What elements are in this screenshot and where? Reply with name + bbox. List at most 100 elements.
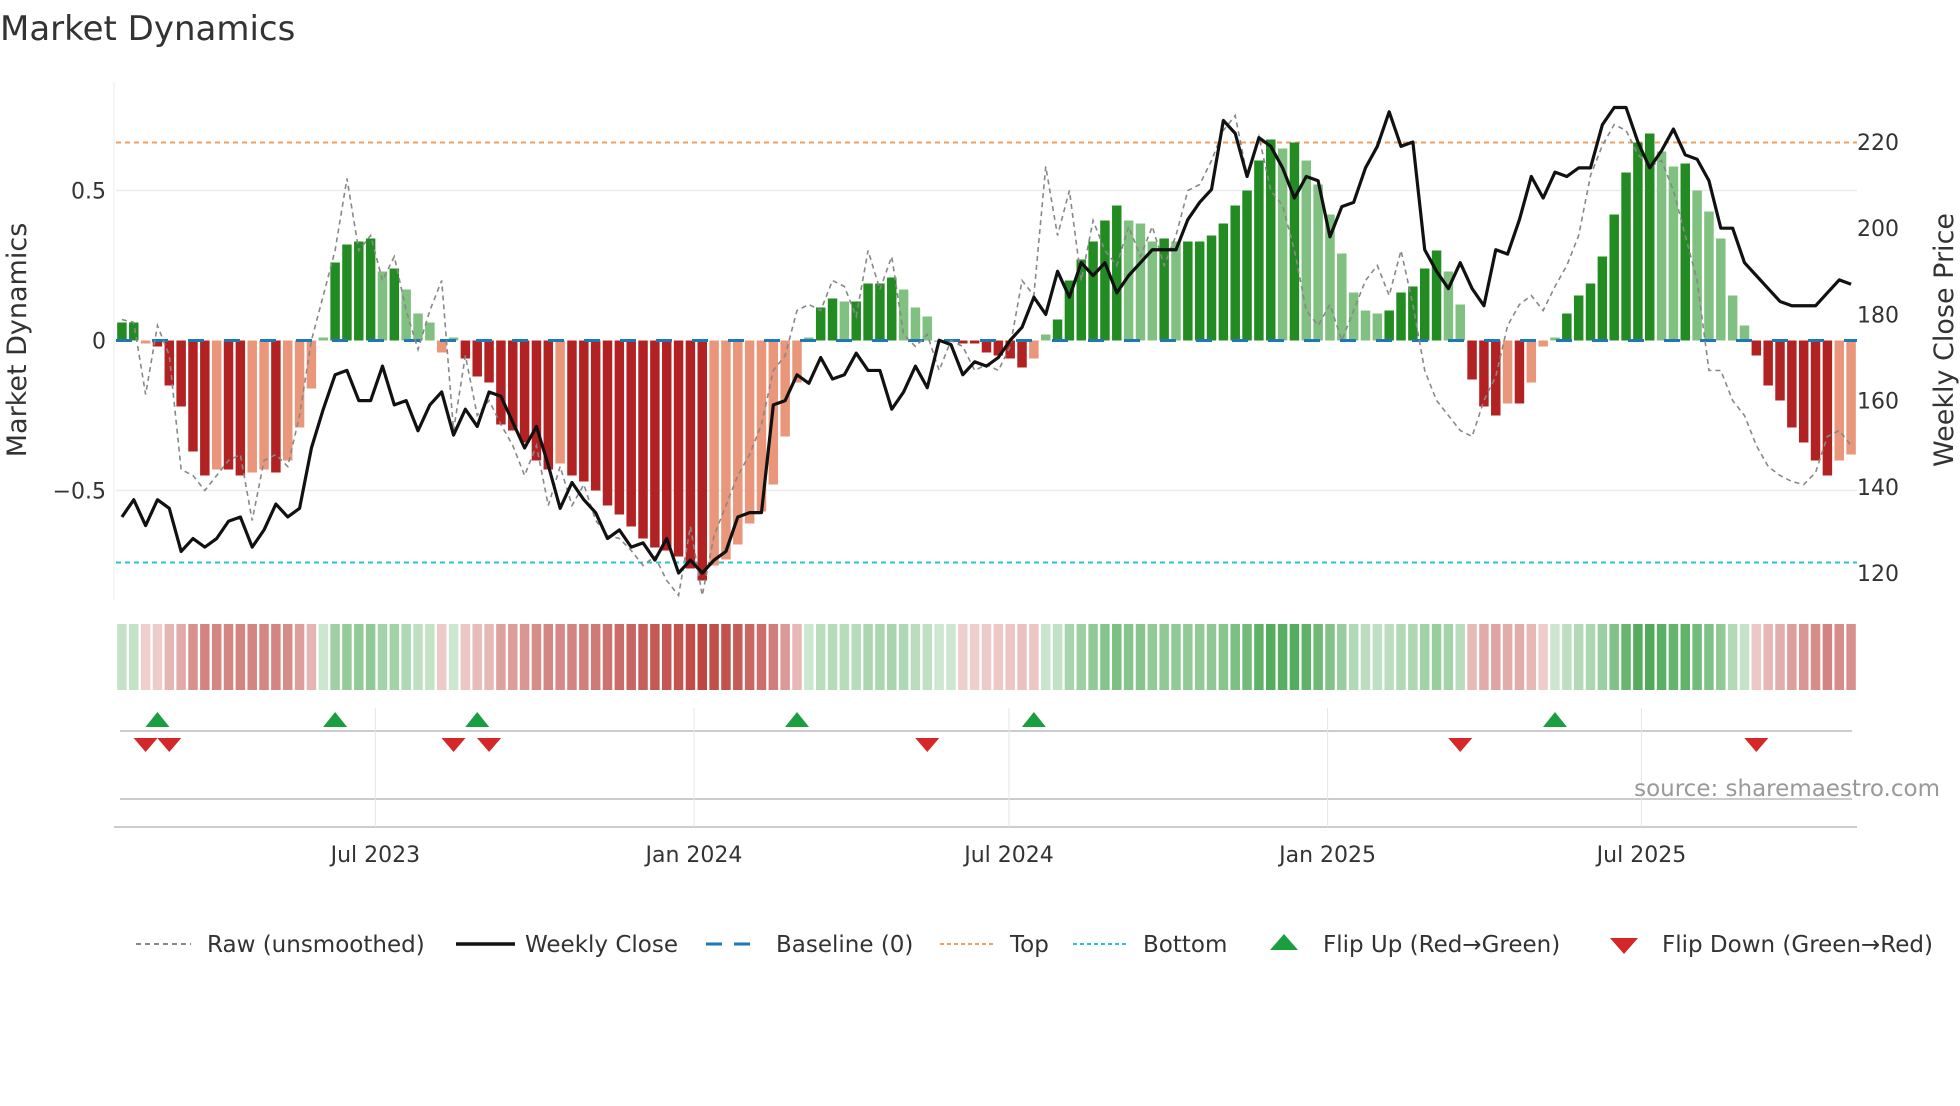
- momentum-bar: [1810, 340, 1821, 461]
- heat-cell: [1846, 624, 1856, 690]
- weekly-close-series: [120, 105, 1852, 575]
- momentum-bar: [235, 340, 246, 476]
- momentum-bar: [1763, 340, 1773, 386]
- x-tick-label: Jul 2023: [329, 843, 421, 868]
- heat-cell: [756, 624, 767, 690]
- heat-cell: [1775, 624, 1785, 690]
- momentum-bar: [1040, 334, 1051, 341]
- heat-cell: [709, 624, 719, 690]
- heat-cell: [946, 624, 956, 690]
- heat-cell: [271, 624, 281, 690]
- heat-cell: [129, 624, 139, 690]
- heat-cell: [1123, 624, 1134, 690]
- heat-cell: [1384, 624, 1394, 690]
- momentum-bar: [780, 340, 790, 437]
- heat-cell: [1763, 624, 1773, 690]
- heat-cell: [1183, 624, 1193, 690]
- momentum-bar: [188, 340, 198, 452]
- momentum-bar: [614, 340, 625, 515]
- heat-cell: [188, 624, 198, 690]
- momentum-bar: [638, 340, 648, 539]
- momentum-bar: [1064, 280, 1075, 341]
- heat-cell: [1254, 624, 1264, 690]
- momentum-bar: [567, 340, 577, 476]
- x-tick-label: Jan 2024: [644, 843, 743, 868]
- heat-cell: [1230, 624, 1240, 690]
- left-tick-label: 0: [92, 330, 106, 355]
- right-tick-label: 120: [1857, 562, 1899, 587]
- momentum-bar: [152, 340, 163, 347]
- x-tick-label: Jul 2024: [962, 843, 1054, 868]
- momentum-bar: [117, 322, 127, 341]
- heat-cell: [211, 624, 222, 690]
- momentum-bar: [626, 340, 636, 527]
- heat-cell: [1822, 624, 1833, 690]
- momentum-bar: [1277, 148, 1288, 341]
- heat-cell: [1491, 624, 1501, 690]
- heat-cell: [958, 624, 968, 690]
- source-label: source: sharemaestro.com: [1634, 776, 1940, 802]
- momentum-bar: [792, 340, 802, 383]
- momentum-bar: [898, 289, 909, 341]
- momentum-bar: [910, 307, 921, 341]
- momentum-bar: [1467, 340, 1477, 380]
- momentum-bar: [1123, 220, 1134, 341]
- momentum-bar: [1419, 268, 1430, 341]
- left-ticks: 0.5 0 −0.5: [53, 180, 106, 505]
- heat-cell: [436, 624, 447, 690]
- momentum-bar: [922, 316, 933, 341]
- momentum-bar: [1206, 235, 1217, 341]
- legend-baseline-label: Baseline (0): [776, 932, 913, 958]
- heat-cell: [1206, 624, 1217, 690]
- heat-cell: [744, 624, 755, 690]
- heat-cell: [1562, 624, 1572, 690]
- heat-cell: [1798, 624, 1809, 690]
- heat-cell: [176, 624, 186, 690]
- heat-cell: [377, 624, 388, 690]
- heat-cell: [1313, 624, 1323, 690]
- heat-cell: [1112, 624, 1122, 690]
- momentum-bar: [1029, 340, 1039, 359]
- right-tick-label: 160: [1857, 390, 1899, 415]
- momentum-bar: [733, 340, 743, 545]
- flip-up-icon: [785, 712, 810, 727]
- heat-cell: [117, 624, 127, 690]
- momentum-bar: [744, 340, 755, 524]
- heat-cell: [780, 624, 790, 690]
- momentum-bar: [164, 340, 175, 386]
- momentum-bar: [519, 340, 530, 443]
- momentum-bar: [697, 340, 707, 581]
- flip-down-icon: [157, 738, 182, 752]
- flip-up-icon: [145, 712, 170, 727]
- heat-cell: [661, 624, 672, 690]
- gridlines: [116, 189, 1857, 492]
- heat-cell: [152, 624, 163, 690]
- momentum-heat-strip: [117, 624, 1856, 690]
- momentum-bar: [1846, 340, 1856, 455]
- momentum-bar: [1431, 250, 1442, 341]
- momentum-bar: [1455, 304, 1465, 341]
- heat-cell: [875, 624, 885, 690]
- momentum-bar: [1716, 238, 1726, 341]
- momentum-bar: [1372, 313, 1383, 341]
- momentum-bar: [1538, 340, 1548, 347]
- momentum-bar: [1017, 340, 1027, 368]
- heat-cell: [282, 624, 293, 690]
- heat-cell: [1692, 624, 1702, 690]
- momentum-bar: [1502, 340, 1513, 404]
- flip-down-icon: [1448, 738, 1473, 752]
- flip-down-icon: [477, 738, 502, 752]
- heat-cell: [1656, 624, 1667, 690]
- heat-cell: [318, 624, 328, 690]
- heat-cell: [804, 624, 814, 690]
- heat-cell: [1431, 624, 1442, 690]
- momentum-bar: [1597, 256, 1608, 341]
- momentum-bar: [1289, 142, 1300, 341]
- momentum-bar: [1787, 340, 1797, 428]
- heat-cell: [365, 624, 376, 690]
- momentum-bar: [211, 340, 222, 470]
- heat-cell: [1467, 624, 1477, 690]
- heat-cell: [1017, 624, 1027, 690]
- momentum-bar: [685, 340, 696, 569]
- heat-cell: [294, 624, 305, 690]
